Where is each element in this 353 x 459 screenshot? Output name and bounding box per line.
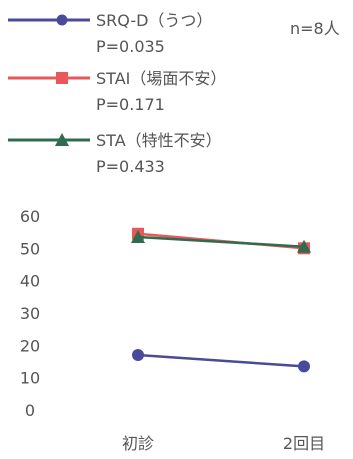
data-point-sta bbox=[297, 239, 311, 253]
legend-item-sta: STA（特性不安） P=0.433 bbox=[8, 131, 222, 176]
y-tick-label: 40 bbox=[20, 272, 40, 291]
y-tick-label: 30 bbox=[20, 304, 40, 323]
y-tick-label: 10 bbox=[20, 369, 40, 388]
plot-series bbox=[131, 227, 311, 373]
data-point-sta bbox=[131, 230, 145, 243]
legend-p-srq: P=0.035 bbox=[96, 37, 165, 56]
data-point-srq bbox=[298, 360, 310, 373]
x-axis-ticks: 初診 2回目 bbox=[122, 434, 325, 453]
legend-label-stai: STAI（場面不安） bbox=[96, 69, 226, 88]
data-point-srq bbox=[132, 349, 144, 361]
y-tick-label: 60 bbox=[20, 207, 40, 226]
y-tick-label: 50 bbox=[20, 239, 40, 258]
series-line-srq bbox=[137, 353, 305, 368]
legend-label-srq: SRQ-D（うつ） bbox=[96, 11, 212, 30]
legend-p-stai: P=0.171 bbox=[96, 95, 165, 114]
series-line-sta bbox=[137, 235, 305, 248]
legend-marker-sta bbox=[55, 133, 69, 146]
y-axis-ticks: 60 50 40 30 20 10 0 bbox=[20, 207, 40, 420]
x-category-label: 初診 bbox=[122, 434, 154, 453]
legend: SRQ-D（うつ） P=0.035 STAI（場面不安） P=0.171 STA… bbox=[8, 11, 226, 176]
y-tick-label: 0 bbox=[25, 401, 35, 420]
sample-size-note: n=8人 bbox=[290, 19, 340, 38]
y-tick-label: 20 bbox=[20, 336, 40, 355]
legend-item-srq: SRQ-D（うつ） P=0.035 bbox=[8, 11, 212, 56]
legend-marker-stai bbox=[56, 72, 68, 84]
x-category-label: 2回目 bbox=[283, 434, 325, 453]
legend-label-sta: STA（特性不安） bbox=[96, 131, 222, 150]
legend-p-sta: P=0.433 bbox=[96, 157, 165, 176]
legend-item-stai: STAI（場面不安） P=0.171 bbox=[8, 69, 226, 114]
legend-marker-srq bbox=[56, 14, 68, 26]
